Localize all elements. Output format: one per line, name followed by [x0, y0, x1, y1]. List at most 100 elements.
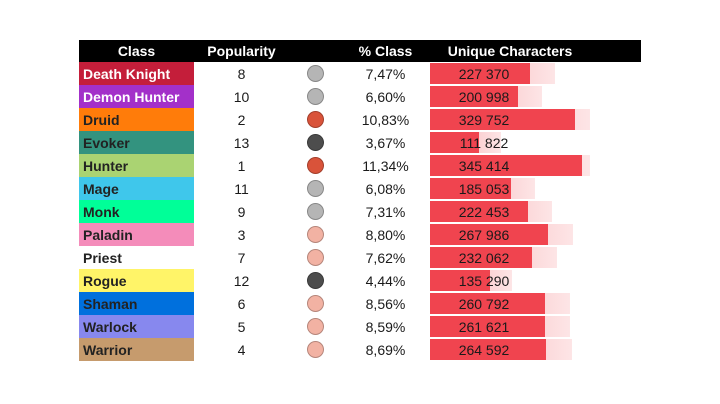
unique-characters-value: 135 290 [458, 272, 510, 289]
pct-class-cell: 10,83% [361, 111, 410, 128]
header-class: Class [117, 43, 156, 59]
popularity-cell: 8 [237, 65, 246, 82]
popularity-indicator-icon [306, 341, 324, 358]
unique-characters-cell: 264 592 [430, 339, 590, 360]
indicator-cell [289, 226, 341, 243]
unique-characters-value: 264 592 [458, 341, 510, 358]
data-bar [430, 316, 545, 337]
data-bar [430, 201, 528, 222]
header-pct-class: % Class [358, 43, 413, 59]
popularity-cell: 3 [237, 226, 246, 243]
pct-class-cell: 6,08% [365, 180, 406, 197]
popularity-cell: 12 [233, 272, 250, 289]
popularity-cell: 5 [237, 318, 246, 335]
data-bar [430, 339, 546, 360]
unique-characters-cell: 267 986 [430, 224, 590, 245]
data-bar [430, 63, 530, 84]
table-row: Demon Hunter 10 6,60% 200 998 [79, 85, 641, 108]
unique-characters-cell: 232 062 [430, 247, 590, 268]
class-name-cell: Druid [79, 108, 194, 131]
pct-class-cell: 7,31% [365, 203, 406, 220]
unique-characters-value: 185 053 [458, 180, 510, 197]
class-name-cell: Rogue [79, 269, 194, 292]
pct-class-cell: 3,67% [365, 134, 406, 151]
table-row: Druid 2 10,83% 329 752 [79, 108, 641, 131]
data-bar [430, 178, 511, 199]
table-row: Death Knight 8 7,47% 227 370 [79, 62, 641, 85]
indicator-cell [289, 134, 341, 151]
unique-characters-cell: 260 792 [430, 293, 590, 314]
indicator-cell [289, 157, 341, 174]
header-popularity: Popularity [207, 43, 276, 59]
data-bar [430, 247, 532, 268]
indicator-cell [289, 249, 341, 266]
table-body: Death Knight 8 7,47% 227 370 Demon Hunter 10 6… [79, 62, 641, 361]
popularity-cell: 7 [237, 249, 246, 266]
indicator-cell [289, 318, 341, 335]
class-name-cell: Death Knight [79, 62, 194, 85]
indicator-cell [289, 341, 341, 358]
class-name-cell: Mage [79, 177, 194, 200]
popularity-indicator-icon [306, 88, 324, 105]
indicator-cell [289, 272, 341, 289]
data-bar [430, 270, 490, 291]
popularity-cell: 6 [237, 295, 246, 312]
table-row: Paladin 3 8,80% 267 986 [79, 223, 641, 246]
popularity-indicator-icon [306, 111, 324, 128]
popularity-indicator-icon [306, 249, 324, 266]
class-name-cell: Monk [79, 200, 194, 223]
indicator-cell [289, 203, 341, 220]
data-bar [430, 109, 575, 130]
table-row: Monk 9 7,31% 222 453 [79, 200, 641, 223]
unique-characters-cell: 222 453 [430, 201, 590, 222]
unique-characters-cell: 200 998 [430, 86, 590, 107]
unique-characters-cell: 111 822 [430, 132, 590, 153]
unique-characters-cell: 261 621 [430, 316, 590, 337]
unique-characters-value: 329 752 [458, 111, 510, 128]
pct-class-cell: 7,47% [365, 65, 406, 82]
popularity-indicator-icon [306, 226, 324, 243]
table-row: Hunter 1 11,34% 345 414 [79, 154, 641, 177]
table-row: Evoker 13 3,67% 111 822 [79, 131, 641, 154]
table-row: Warrior 4 8,69% 264 592 [79, 338, 641, 361]
popularity-cell: 4 [237, 341, 246, 358]
popularity-cell: 2 [237, 111, 246, 128]
table-row: Priest 7 7,62% 232 062 [79, 246, 641, 269]
unique-characters-cell: 329 752 [430, 109, 590, 130]
popularity-indicator-icon [306, 203, 324, 220]
popularity-cell: 13 [233, 134, 250, 151]
unique-characters-cell: 227 370 [430, 63, 590, 84]
indicator-cell [289, 180, 341, 197]
pct-class-cell: 7,62% [365, 249, 406, 266]
class-name-cell: Demon Hunter [79, 85, 194, 108]
table-row: Mage 11 6,08% 185 053 [79, 177, 641, 200]
popularity-indicator-icon [306, 180, 324, 197]
popularity-cell: 9 [237, 203, 246, 220]
popularity-cell: 1 [237, 157, 246, 174]
class-name-cell: Paladin [79, 223, 194, 246]
unique-characters-value: 345 414 [458, 157, 510, 174]
indicator-cell [289, 295, 341, 312]
popularity-cell: 10 [233, 88, 250, 105]
class-popularity-table: Class Popularity % Class Unique Characte… [79, 40, 641, 361]
class-name-cell: Shaman [79, 292, 194, 315]
popularity-indicator-icon [306, 134, 324, 151]
unique-characters-value: 111 822 [459, 134, 509, 151]
class-name-cell: Priest [79, 246, 194, 269]
pct-class-cell: 8,69% [365, 341, 406, 358]
pct-class-cell: 4,44% [365, 272, 406, 289]
unique-characters-cell: 135 290 [430, 270, 590, 291]
table-header: Class Popularity % Class Unique Characte… [79, 40, 641, 62]
table-row: Warlock 5 8,59% 261 621 [79, 315, 641, 338]
table-row: Shaman 6 8,56% 260 792 [79, 292, 641, 315]
class-name-cell: Warrior [79, 338, 194, 361]
class-name-cell: Hunter [79, 154, 194, 177]
popularity-indicator-icon [306, 295, 324, 312]
popularity-cell: 11 [234, 180, 249, 197]
unique-characters-value: 267 986 [458, 226, 510, 243]
unique-characters-value: 232 062 [458, 249, 510, 266]
unique-characters-value: 261 621 [458, 318, 510, 335]
unique-characters-cell: 185 053 [430, 178, 590, 199]
header-unique-characters: Unique Characters [447, 43, 573, 59]
pct-class-cell: 8,59% [365, 318, 406, 335]
